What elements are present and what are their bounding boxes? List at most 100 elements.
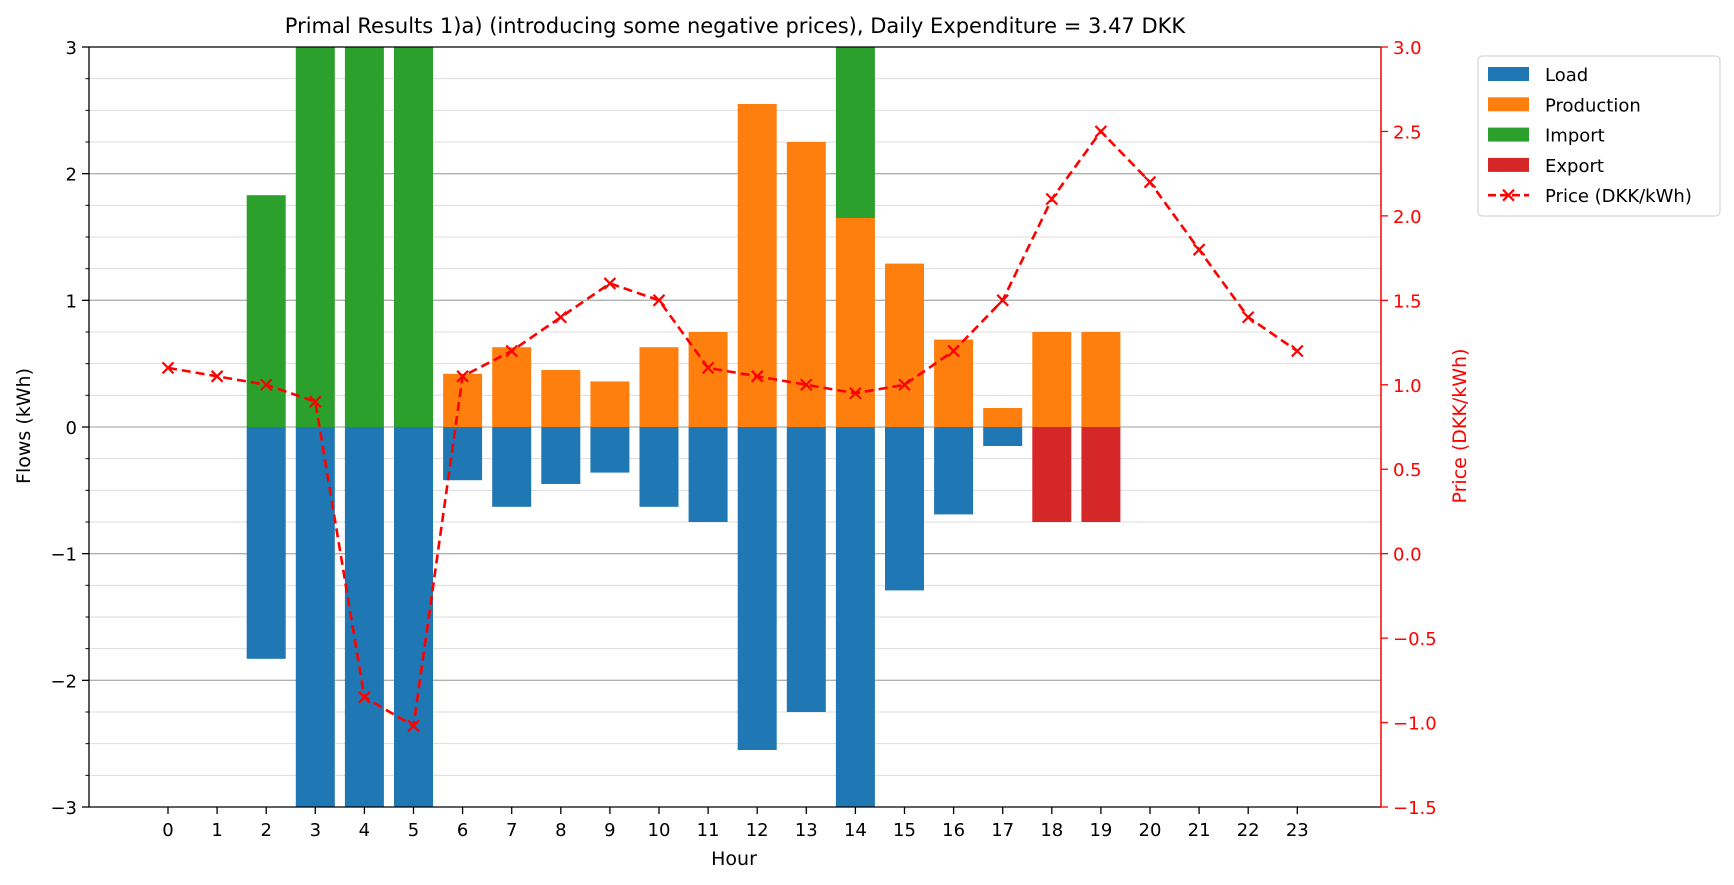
x-tick-label: 1 <box>211 820 222 841</box>
export-bar <box>1081 427 1121 522</box>
axes-layer: −3−2−10123−1.5−1.0−0.50.00.51.01.52.02.5… <box>50 38 1436 841</box>
y-tick-label: 3 <box>66 38 77 59</box>
load-bar <box>885 427 924 591</box>
price-point-marker <box>603 277 617 290</box>
load-bar <box>590 427 630 473</box>
y-tick-label: 1 <box>66 291 77 312</box>
x-tick-label: 14 <box>844 820 867 841</box>
production-bar <box>786 142 826 427</box>
x-tick-label: 10 <box>648 820 671 841</box>
production-bar <box>885 263 924 427</box>
y2-tick-label: 1.0 <box>1393 376 1422 397</box>
price-point-marker <box>1192 243 1206 256</box>
x-tick-label: 23 <box>1286 820 1309 841</box>
production-bar <box>492 347 532 427</box>
price-point-marker <box>1094 125 1108 138</box>
legend: Load Production Import Export Price (DKK/kWh… <box>1477 55 1721 217</box>
price-point-marker <box>456 370 469 383</box>
y2-tick-label: −0.5 <box>1393 629 1437 650</box>
y-tick-label: −2 <box>50 671 77 692</box>
production-bar <box>983 408 1023 427</box>
import-bar <box>344 47 384 427</box>
import-bar <box>835 47 875 218</box>
x-tick-label: 7 <box>506 820 517 841</box>
legend-label-export: Export <box>1545 156 1604 177</box>
y2-tick-label: 2.5 <box>1393 122 1422 143</box>
price-point-marker <box>652 294 666 307</box>
legend-marker-price-dkk-kwh <box>1502 188 1515 202</box>
load-bar <box>541 427 581 484</box>
price-point-marker <box>1045 192 1059 206</box>
price-point-marker <box>407 719 420 733</box>
price-point-marker <box>554 310 568 324</box>
x-tick-label: 20 <box>1139 820 1162 841</box>
legend-swatch-load <box>1488 67 1529 81</box>
legend-label-import: Import <box>1545 126 1605 147</box>
y2-tick-label: 0.0 <box>1393 545 1422 566</box>
import-bar <box>295 47 335 427</box>
y2-tick-label: −1.0 <box>1393 714 1437 735</box>
import-bar <box>394 47 433 427</box>
x-tick-label: 15 <box>893 820 916 841</box>
y-tick-label: −3 <box>50 798 77 819</box>
production-bar <box>1081 332 1121 427</box>
bar-layer <box>246 47 1121 807</box>
load-bar <box>492 427 532 507</box>
y2-tick-label: 0.5 <box>1393 460 1422 481</box>
x-tick-label: 4 <box>359 820 370 841</box>
load-bar <box>394 427 433 807</box>
production-bar <box>688 332 728 427</box>
x-axis-label: Hour <box>711 848 757 870</box>
price-point-marker <box>1241 310 1255 324</box>
legend-swatch-production <box>1488 97 1529 112</box>
x-tick-label: 9 <box>604 820 615 841</box>
load-bar <box>295 427 335 807</box>
y-tick-label: 2 <box>66 165 77 186</box>
production-bar <box>541 370 581 427</box>
y-tick-label: −1 <box>50 545 77 566</box>
price-point-marker <box>750 370 764 383</box>
price-point-marker <box>309 395 322 408</box>
load-bar <box>934 427 974 515</box>
price-point-marker <box>800 378 813 392</box>
line-layer <box>161 125 1304 733</box>
load-bar <box>835 427 875 807</box>
x-tick-label: 0 <box>162 820 173 841</box>
price-point-marker <box>259 378 273 392</box>
load-bar <box>786 427 826 712</box>
export-bar <box>1032 427 1072 522</box>
price-point-marker <box>505 344 518 358</box>
y2-axis-label: Price (DKK/kWh) <box>1449 349 1471 504</box>
price-point-marker <box>1291 344 1304 358</box>
price-point-marker <box>898 378 911 392</box>
x-tick-label: 3 <box>310 820 321 841</box>
legend-label-load: Load <box>1545 65 1588 86</box>
x-tick-label: 12 <box>746 820 769 841</box>
x-tick-label: 6 <box>457 820 468 841</box>
legend-label-production: Production <box>1545 95 1641 116</box>
legend-swatch-import <box>1488 127 1529 142</box>
production-bar <box>590 381 630 427</box>
x-tick-label: 21 <box>1188 820 1211 841</box>
x-tick-label: 16 <box>942 820 965 841</box>
import-bar <box>246 195 286 427</box>
x-tick-label: 22 <box>1237 820 1260 841</box>
legend-swatch-export <box>1488 157 1529 172</box>
price-point-marker <box>161 361 175 375</box>
x-tick-label: 19 <box>1089 820 1112 841</box>
y2-tick-label: −1.5 <box>1393 798 1437 819</box>
production-bar <box>934 339 974 427</box>
legend-frame <box>1477 55 1721 217</box>
load-bar <box>246 427 286 659</box>
load-bar <box>443 427 483 481</box>
y-axis-label: Flows (kWh) <box>13 368 35 484</box>
price-point-marker <box>358 690 371 704</box>
load-bar <box>639 427 679 507</box>
x-tick-label: 2 <box>260 820 271 841</box>
y-tick-label: 0 <box>66 418 77 439</box>
price-point-marker <box>996 294 1009 307</box>
y2-tick-label: 2.0 <box>1393 207 1422 228</box>
x-tick-label: 11 <box>697 820 720 841</box>
